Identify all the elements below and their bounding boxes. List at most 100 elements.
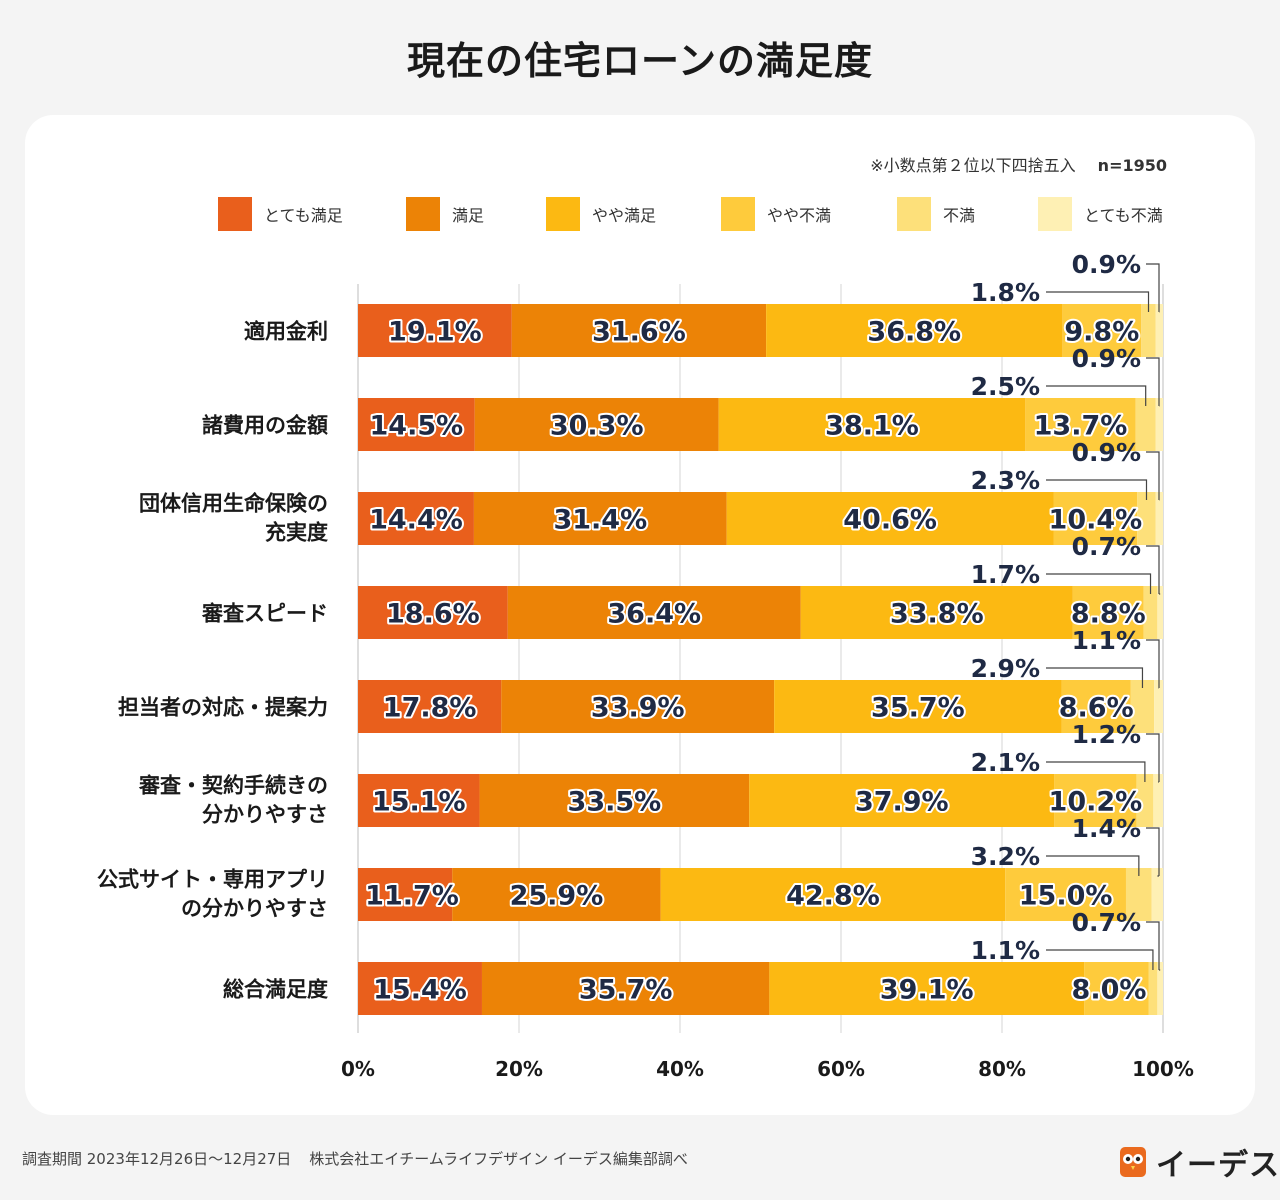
bar-segment [1062,304,1142,357]
bar-segment [1135,398,1156,451]
bar-segment [1005,868,1126,921]
callout-line [1046,761,1146,782]
x-tick-label: 20% [495,1057,543,1081]
bar-segment [479,774,750,827]
sample-size: n=1950 [1097,156,1167,175]
legend-label: やや不満 [767,206,832,225]
data-label: 42.8% [786,881,880,912]
callout-label: 2.5% [971,372,1040,401]
callout-label: 0.7% [1072,532,1141,561]
data-label: 31.6% [592,317,686,348]
callout-label: 1.2% [1072,720,1141,749]
callout-line [1146,545,1160,594]
bar-segment [358,680,502,733]
callout-line [1146,451,1160,500]
rounding-note-text: ※小数点第２位以下四捨五入 [870,156,1076,175]
callout-line [1046,667,1144,688]
legend-item-very-dissatisfied: とても不満 [1038,196,1163,232]
bar-segment [774,680,1062,733]
callout-label: 1.1% [1072,626,1141,655]
callout-line [1146,357,1160,406]
callout-label: 2.1% [971,748,1040,777]
legend-swatch [721,197,755,231]
bar-segment [1136,774,1154,827]
bar-segment [749,774,1055,827]
callout-line [1046,949,1154,970]
bar-segment [452,868,661,921]
bar-segment [1141,304,1156,357]
bar-segment [766,304,1063,357]
data-label: 13.7% [1034,411,1128,442]
bar-segment [1157,586,1163,639]
data-label: 10.2% [1049,787,1143,818]
bar-segment [507,586,801,639]
bar-segment [1061,680,1131,733]
callout-line [1146,921,1160,970]
data-label: 25.9% [510,881,604,912]
category-label: の分かりやすさ [181,897,328,921]
data-label: 36.8% [867,317,961,348]
bar-segment [1053,492,1138,545]
data-label: 15.4% [373,975,467,1006]
rounding-note: ※小数点第２位以下四捨五入 n=1950 [870,152,1167,176]
bar-segment [718,398,1026,451]
data-label: 33.8% [890,599,984,630]
data-label: 36.4% [607,599,701,630]
bar-segment [358,304,512,357]
data-label: 9.8% [1064,317,1139,348]
bar-segment [358,962,482,1015]
bar-segment [726,492,1054,545]
data-label: 33.9% [591,693,685,724]
bar-segment [769,962,1085,1015]
bar-segment [358,492,474,545]
data-label: 14.4% [369,505,463,536]
data-label: 10.4% [1049,505,1143,536]
data-label: 8.8% [1071,599,1146,630]
owl-logo-icon [1118,1145,1148,1179]
category-label: 総合満足度 [223,978,328,1002]
callout-label: 1.4% [1072,814,1141,843]
data-label: 14.5% [370,411,464,442]
data-label: 35.7% [579,975,673,1006]
callout-line [1146,263,1160,312]
bar-segment [1153,774,1163,827]
legend-swatch [218,197,252,231]
callout-label: 0.9% [1072,250,1141,279]
callout-line [1046,479,1148,500]
category-label: 公式サイト・専用アプリ [97,868,328,892]
bar-segment [1137,492,1156,545]
data-label: 19.1% [388,317,482,348]
callout-label: 0.7% [1072,908,1141,937]
callout-line [1146,733,1160,782]
x-tick-label: 100% [1132,1057,1194,1081]
category-label: 審査スピード [201,602,328,626]
bar-segment [501,680,775,733]
data-label: 35.7% [871,693,965,724]
bar-segment [1151,868,1163,921]
callout-line [1046,855,1140,876]
legend-label: 満足 [452,206,485,225]
bar-segment [473,492,727,545]
data-label: 8.0% [1072,975,1147,1006]
callout-label: 3.2% [971,842,1040,871]
data-label: 17.8% [383,693,477,724]
bar-segment [1157,962,1163,1015]
callout-label: 0.9% [1072,438,1141,467]
legend-swatch [406,197,440,231]
bar-segment [1155,492,1163,545]
bar-segment [1054,774,1137,827]
legend-item-very-satisfied: とても満足 [218,196,343,232]
callout-line [1146,639,1160,688]
x-tick-label: 40% [656,1057,704,1081]
bar-segment [1072,586,1144,639]
legend-label: やや満足 [592,206,657,225]
legend-item-somewhat-satisfied: やや満足 [546,196,656,232]
bar-segment [358,586,508,639]
bar-segment [481,962,770,1015]
legend-swatch [546,197,580,231]
category-label: 適用金利 [244,320,328,344]
callout-label: 2.9% [971,654,1040,683]
data-label: 33.5% [568,787,662,818]
footer: 調査期間 2023年12月26日〜12月27日 株式会社エイチームライフデザイン … [22,1148,688,1169]
